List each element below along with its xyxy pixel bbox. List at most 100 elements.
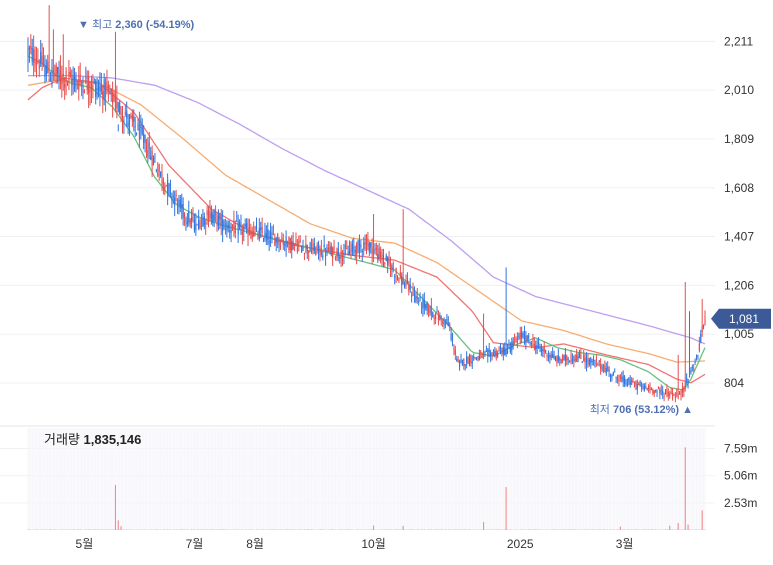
candle-body — [556, 357, 558, 363]
candle-body — [344, 246, 346, 248]
candle-body — [498, 347, 500, 351]
candle-body — [481, 353, 483, 358]
svg-text:최저 706 (53.12%) ▲: 최저 706 (53.12%) ▲ — [590, 403, 693, 416]
volume-bar — [131, 529, 133, 530]
candle-body — [408, 284, 410, 291]
candle-body — [578, 353, 581, 359]
volume-bar — [90, 529, 93, 530]
volume-bar — [213, 529, 215, 530]
volume-bar — [646, 529, 648, 530]
candle-body — [319, 249, 321, 255]
volume-bar — [519, 529, 521, 530]
candle-body — [530, 342, 533, 347]
low-annotation: 최저 706 (53.12%) ▲ — [590, 403, 693, 416]
volume-bar — [196, 529, 198, 530]
candle-body — [497, 353, 499, 357]
candle-body — [89, 90, 91, 92]
volume-bar — [619, 526, 621, 530]
candle-body — [248, 226, 250, 235]
candle-body — [341, 259, 344, 261]
candle-body — [601, 366, 603, 370]
volume-bar — [96, 529, 98, 530]
candle-body — [621, 377, 623, 380]
candle-body — [69, 71, 71, 78]
volume-bar — [567, 529, 569, 530]
candle-body — [468, 357, 471, 365]
candle-body — [71, 79, 73, 86]
volume-bar — [289, 529, 291, 530]
candle-body — [514, 338, 516, 340]
candle-body — [193, 219, 195, 230]
candle-body — [54, 74, 56, 77]
candle-body — [484, 351, 486, 356]
candle-body — [372, 249, 375, 254]
candle-body — [415, 295, 417, 302]
candle-body — [361, 250, 363, 252]
candle-body — [333, 245, 335, 250]
candle-body — [550, 354, 552, 359]
candle-body — [343, 253, 345, 257]
volume-bar — [466, 529, 468, 530]
candle-body — [406, 280, 408, 282]
volume-bar — [389, 529, 392, 530]
volume-bar — [577, 529, 579, 530]
volume-bar — [308, 529, 310, 530]
candle-body — [327, 247, 329, 253]
volume-bar — [199, 529, 201, 530]
volume-bar — [420, 529, 423, 530]
price-y-axis: 2,211 2,010 1,809 1,608 1,407 1,206 1,005 804 — [724, 34, 754, 390]
candle-body — [212, 214, 214, 223]
candle-body — [600, 364, 602, 369]
candle-body — [442, 322, 444, 324]
volume-bar — [223, 529, 225, 530]
candle-body — [106, 81, 108, 88]
volume-bar — [602, 529, 605, 530]
candle-body — [485, 350, 487, 352]
volume-bar — [234, 529, 236, 530]
candle-body — [191, 217, 193, 222]
candle-body — [576, 355, 578, 362]
candle-body — [648, 385, 650, 389]
candle-body — [30, 46, 32, 49]
volume-bar — [54, 529, 56, 530]
candle-body — [427, 310, 430, 313]
candle-body — [64, 83, 66, 88]
candle-body — [354, 249, 356, 253]
volume-bar — [656, 529, 658, 530]
candle-body — [624, 376, 626, 385]
candle-body — [141, 127, 143, 134]
volume-bar — [107, 529, 109, 530]
candle-body — [490, 351, 492, 356]
candle-body — [164, 186, 166, 191]
volume-bar — [155, 529, 157, 530]
candle-body — [631, 379, 633, 385]
candle-body — [303, 253, 306, 255]
volume-bar — [261, 529, 263, 530]
volume-bar — [505, 487, 507, 530]
volume-bar — [601, 529, 603, 530]
candle-body — [40, 52, 42, 64]
candle-body — [178, 199, 180, 206]
candle-body — [363, 242, 365, 249]
candle-body — [569, 361, 571, 363]
candle-body — [629, 380, 631, 385]
candle-body — [457, 360, 459, 362]
candle-body — [50, 78, 52, 80]
volume-bar — [394, 529, 396, 530]
candle-body — [47, 61, 49, 74]
candle-body — [119, 102, 121, 114]
candle-body — [690, 370, 692, 374]
volume-bar — [418, 529, 420, 530]
candle-body — [401, 277, 403, 286]
candle-body — [157, 172, 159, 176]
volume-bar — [360, 529, 362, 530]
volume-bar — [233, 529, 235, 530]
candle-body — [370, 242, 372, 248]
candle-body — [294, 243, 296, 246]
candle-body — [467, 356, 469, 365]
candle-body — [270, 232, 272, 239]
candle-body — [636, 383, 638, 390]
candle-body — [92, 85, 94, 91]
candle-body — [202, 218, 204, 227]
candle-body — [353, 247, 355, 249]
